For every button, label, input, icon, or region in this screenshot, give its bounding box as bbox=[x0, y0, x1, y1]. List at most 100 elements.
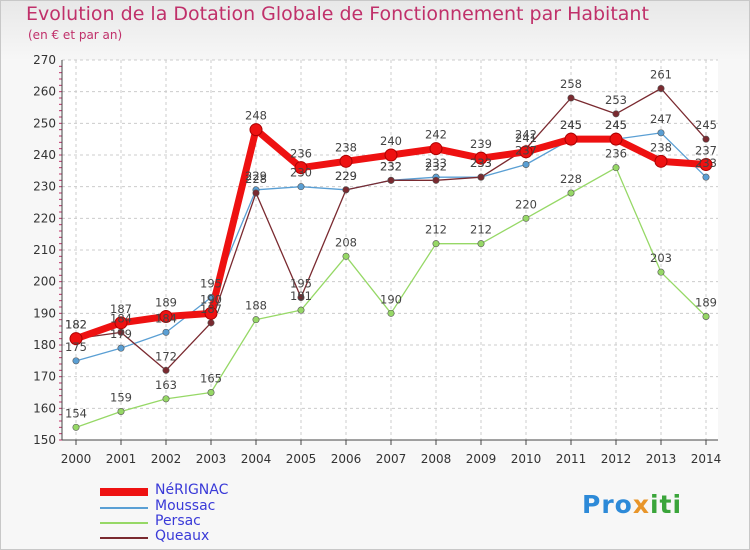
data-point-queaux bbox=[297, 293, 305, 301]
x-tick-label: 2014 bbox=[691, 452, 722, 466]
data-label-moussac: 233 bbox=[470, 156, 492, 170]
data-label-persac: 190 bbox=[380, 292, 402, 306]
data-point-nrignac bbox=[654, 154, 668, 168]
data-point-nrignac bbox=[69, 332, 83, 346]
data-label-moussac: 229 bbox=[245, 169, 267, 183]
data-label-moussac: 230 bbox=[290, 166, 312, 180]
x-tick-label: 2001 bbox=[106, 452, 137, 466]
data-point-queaux bbox=[207, 319, 215, 327]
data-label-queaux: 233 bbox=[470, 156, 492, 170]
y-tick-label: 200 bbox=[33, 275, 56, 289]
data-point-persac bbox=[117, 407, 125, 415]
x-tick-label: 2007 bbox=[376, 452, 407, 466]
data-point-persac bbox=[477, 240, 485, 248]
data-label-persac: 203 bbox=[650, 251, 672, 265]
data-point-queaux bbox=[657, 85, 665, 93]
data-point-nrignac bbox=[474, 151, 488, 165]
logo-part-2: x bbox=[632, 490, 650, 519]
data-label-moussac: 175 bbox=[65, 340, 87, 354]
data-point-moussac bbox=[702, 173, 710, 181]
data-label-persac: 212 bbox=[470, 223, 492, 237]
data-point-moussac bbox=[162, 328, 170, 336]
y-tick-label: 210 bbox=[33, 243, 56, 257]
data-label-persac: 189 bbox=[695, 296, 717, 310]
y-tick-label: 270 bbox=[33, 53, 56, 67]
y-tick-label: 180 bbox=[33, 338, 56, 352]
data-point-persac bbox=[522, 214, 530, 222]
data-label-queaux: 184 bbox=[110, 311, 132, 325]
chart-subtitle: (en € et par an) bbox=[28, 28, 123, 42]
axes: 150 160 170 180 190 200 210 220 230 240 250 260 270 2… bbox=[33, 53, 721, 466]
data-point-persac bbox=[162, 395, 170, 403]
data-point-persac bbox=[612, 164, 620, 172]
data-label-nrignac: 248 bbox=[245, 109, 267, 123]
data-point-queaux bbox=[162, 366, 170, 374]
data-label-moussac: 233 bbox=[695, 156, 717, 170]
x-tick-label: 2006 bbox=[331, 452, 362, 466]
data-label-queaux: 245 bbox=[695, 118, 717, 132]
y-tick-label: 150 bbox=[33, 433, 56, 447]
data-label-queaux: 253 bbox=[605, 93, 627, 107]
data-label-moussac: 179 bbox=[110, 327, 132, 341]
data-point-persac bbox=[657, 268, 665, 276]
legend-item-queaux: Queaux bbox=[100, 528, 300, 545]
data-point-persac bbox=[342, 252, 350, 260]
data-point-persac bbox=[72, 423, 80, 431]
x-tick-label: 2008 bbox=[421, 452, 452, 466]
data-point-nrignac bbox=[114, 316, 128, 330]
data-label-persac: 154 bbox=[65, 406, 87, 420]
data-point-queaux bbox=[342, 186, 350, 194]
data-label-nrignac: 245 bbox=[560, 118, 582, 132]
data-label-queaux: 182 bbox=[65, 318, 87, 332]
data-label-moussac: 237 bbox=[515, 144, 537, 158]
legend-swatch-nerignac bbox=[100, 488, 148, 496]
data-point-nrignac bbox=[519, 145, 533, 159]
logo-part-1: Pro bbox=[582, 490, 633, 519]
data-label-nrignac: 238 bbox=[650, 140, 672, 154]
data-label-nrignac: 189 bbox=[155, 296, 177, 310]
x-tick-label: 2003 bbox=[196, 452, 227, 466]
data-point-nrignac bbox=[564, 132, 578, 146]
x-tick-label: 2009 bbox=[466, 452, 497, 466]
data-label-nrignac: 236 bbox=[290, 147, 312, 161]
data-label-queaux: 242 bbox=[515, 128, 537, 142]
legend-label-moussac: Moussac bbox=[155, 498, 216, 514]
data-label-persac: 159 bbox=[110, 391, 132, 405]
data-label-persac: 212 bbox=[425, 223, 447, 237]
legend-swatch-persac bbox=[100, 522, 148, 524]
data-point-queaux bbox=[387, 176, 395, 184]
data-label-nrignac: 239 bbox=[470, 137, 492, 151]
data-point-queaux bbox=[612, 110, 620, 118]
data-label-queaux: 229 bbox=[335, 169, 357, 183]
y-tick-label: 240 bbox=[33, 148, 56, 162]
data-point-queaux bbox=[477, 173, 485, 181]
x-tick-label: 2002 bbox=[151, 452, 182, 466]
data-label-persac: 220 bbox=[515, 197, 537, 211]
data-point-nrignac bbox=[204, 306, 218, 320]
data-point-persac bbox=[387, 309, 395, 317]
data-label-persac: 165 bbox=[200, 372, 222, 386]
data-point-moussac bbox=[522, 161, 530, 169]
data-point-queaux bbox=[702, 135, 710, 143]
legend-item-nerignac: NéRIGNAC bbox=[100, 482, 300, 499]
data-label-queaux: 195 bbox=[290, 277, 312, 291]
data-point-nrignac bbox=[294, 161, 308, 175]
data-label-nrignac: 187 bbox=[110, 302, 132, 316]
data-point-nrignac bbox=[249, 123, 263, 137]
data-label-queaux: 232 bbox=[425, 159, 447, 173]
legend-label-persac: Persac bbox=[155, 513, 201, 529]
data-point-nrignac bbox=[699, 158, 713, 171]
y-tick-label: 260 bbox=[33, 85, 56, 99]
y-tick-label: 160 bbox=[33, 401, 56, 415]
legend-swatch-queaux bbox=[100, 537, 148, 539]
data-label-nrignac: 245 bbox=[605, 118, 627, 132]
data-point-nrignac bbox=[609, 132, 623, 146]
data-points bbox=[69, 85, 713, 431]
data-point-moussac bbox=[297, 183, 305, 191]
data-point-persac bbox=[432, 240, 440, 248]
chart-title: Evolution de la Dotation Globale de Fonc… bbox=[26, 3, 649, 25]
data-label-moussac: 233 bbox=[425, 156, 447, 170]
data-point-persac bbox=[702, 312, 710, 320]
data-label-queaux: 232 bbox=[380, 159, 402, 173]
